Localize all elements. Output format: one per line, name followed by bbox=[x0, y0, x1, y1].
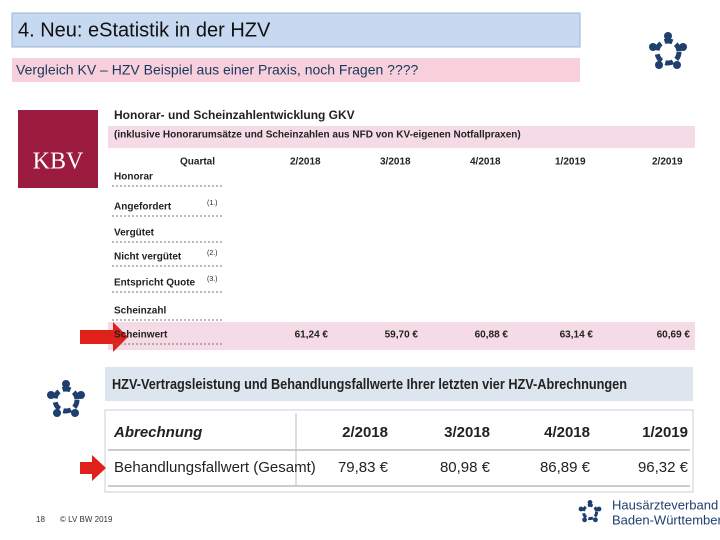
cell-value: 80,98 € bbox=[440, 459, 491, 476]
row-label: Scheinwert bbox=[114, 330, 168, 341]
row-label: Behandlungsfallwert (Gesamt) bbox=[114, 459, 316, 476]
column-header: 1/2019 bbox=[555, 157, 586, 168]
arrow bbox=[80, 455, 106, 481]
subtitle-bar bbox=[12, 58, 580, 82]
row-label: Angefordert bbox=[114, 202, 172, 213]
band bbox=[105, 367, 693, 401]
column-header: Abrechnung bbox=[113, 424, 202, 441]
row-note: (2.) bbox=[207, 250, 218, 257]
band bbox=[108, 126, 695, 148]
kbv-logo bbox=[18, 110, 98, 188]
table1-subtitle: (inklusive Honorarumsätze und Scheinzahl… bbox=[114, 130, 521, 141]
table2-title: HZV-Vertragsleistung und Behandlungsfall… bbox=[112, 376, 627, 393]
column-header: 2/2019 bbox=[652, 157, 683, 168]
logo-icon bbox=[577, 498, 603, 524]
table2-frame bbox=[104, 409, 694, 493]
cell-value: 96,32 € bbox=[638, 459, 689, 476]
row-note: (3.) bbox=[207, 276, 218, 283]
kbv-text: KBV bbox=[33, 149, 84, 175]
cell-value: 79,83 € bbox=[338, 459, 389, 476]
column-header: 1/2019 bbox=[642, 424, 688, 441]
table1-title: Honorar- und Scheinzahlentwicklung GKV bbox=[114, 108, 355, 122]
column-header: 4/2018 bbox=[470, 157, 501, 168]
cell-value: 63,14 € bbox=[560, 330, 594, 341]
column-header: 3/2018 bbox=[380, 157, 411, 168]
copyright: © LV BW 2019 bbox=[60, 515, 113, 524]
row-label: Nicht vergütet bbox=[114, 252, 182, 263]
logo-icon bbox=[47, 380, 85, 417]
column-header: 2/2018 bbox=[290, 157, 321, 168]
row-note: (1.) bbox=[207, 200, 218, 207]
logo-icon bbox=[649, 32, 687, 69]
row-label: Entspricht Quote bbox=[114, 278, 196, 289]
row-label: Honorar bbox=[114, 172, 153, 183]
org-name: Baden-Württemberg bbox=[612, 512, 720, 527]
column-header: 3/2018 bbox=[444, 424, 490, 441]
row-label: Vergütet bbox=[114, 228, 155, 239]
cell-value: 86,89 € bbox=[540, 459, 591, 476]
cell-value: 60,69 € bbox=[657, 330, 691, 341]
cell-value: 60,88 € bbox=[475, 330, 509, 341]
title-bar bbox=[11, 12, 581, 48]
column-header: 4/2018 bbox=[544, 424, 590, 441]
band bbox=[108, 322, 695, 350]
row-label: Scheinzahl bbox=[114, 306, 166, 317]
cell-value: 59,70 € bbox=[385, 330, 419, 341]
org-name: Hausärzteverband bbox=[612, 497, 718, 512]
subtitle: Vergleich KV – HZV Beispiel aus einer Pr… bbox=[16, 62, 419, 78]
column-header: Quartal bbox=[180, 157, 215, 168]
cell-value: 61,24 € bbox=[295, 330, 329, 341]
title: 4. Neu: eStatistik in der HZV bbox=[18, 19, 271, 41]
page-number: 18 bbox=[36, 515, 45, 524]
column-header: 2/2018 bbox=[342, 424, 388, 441]
